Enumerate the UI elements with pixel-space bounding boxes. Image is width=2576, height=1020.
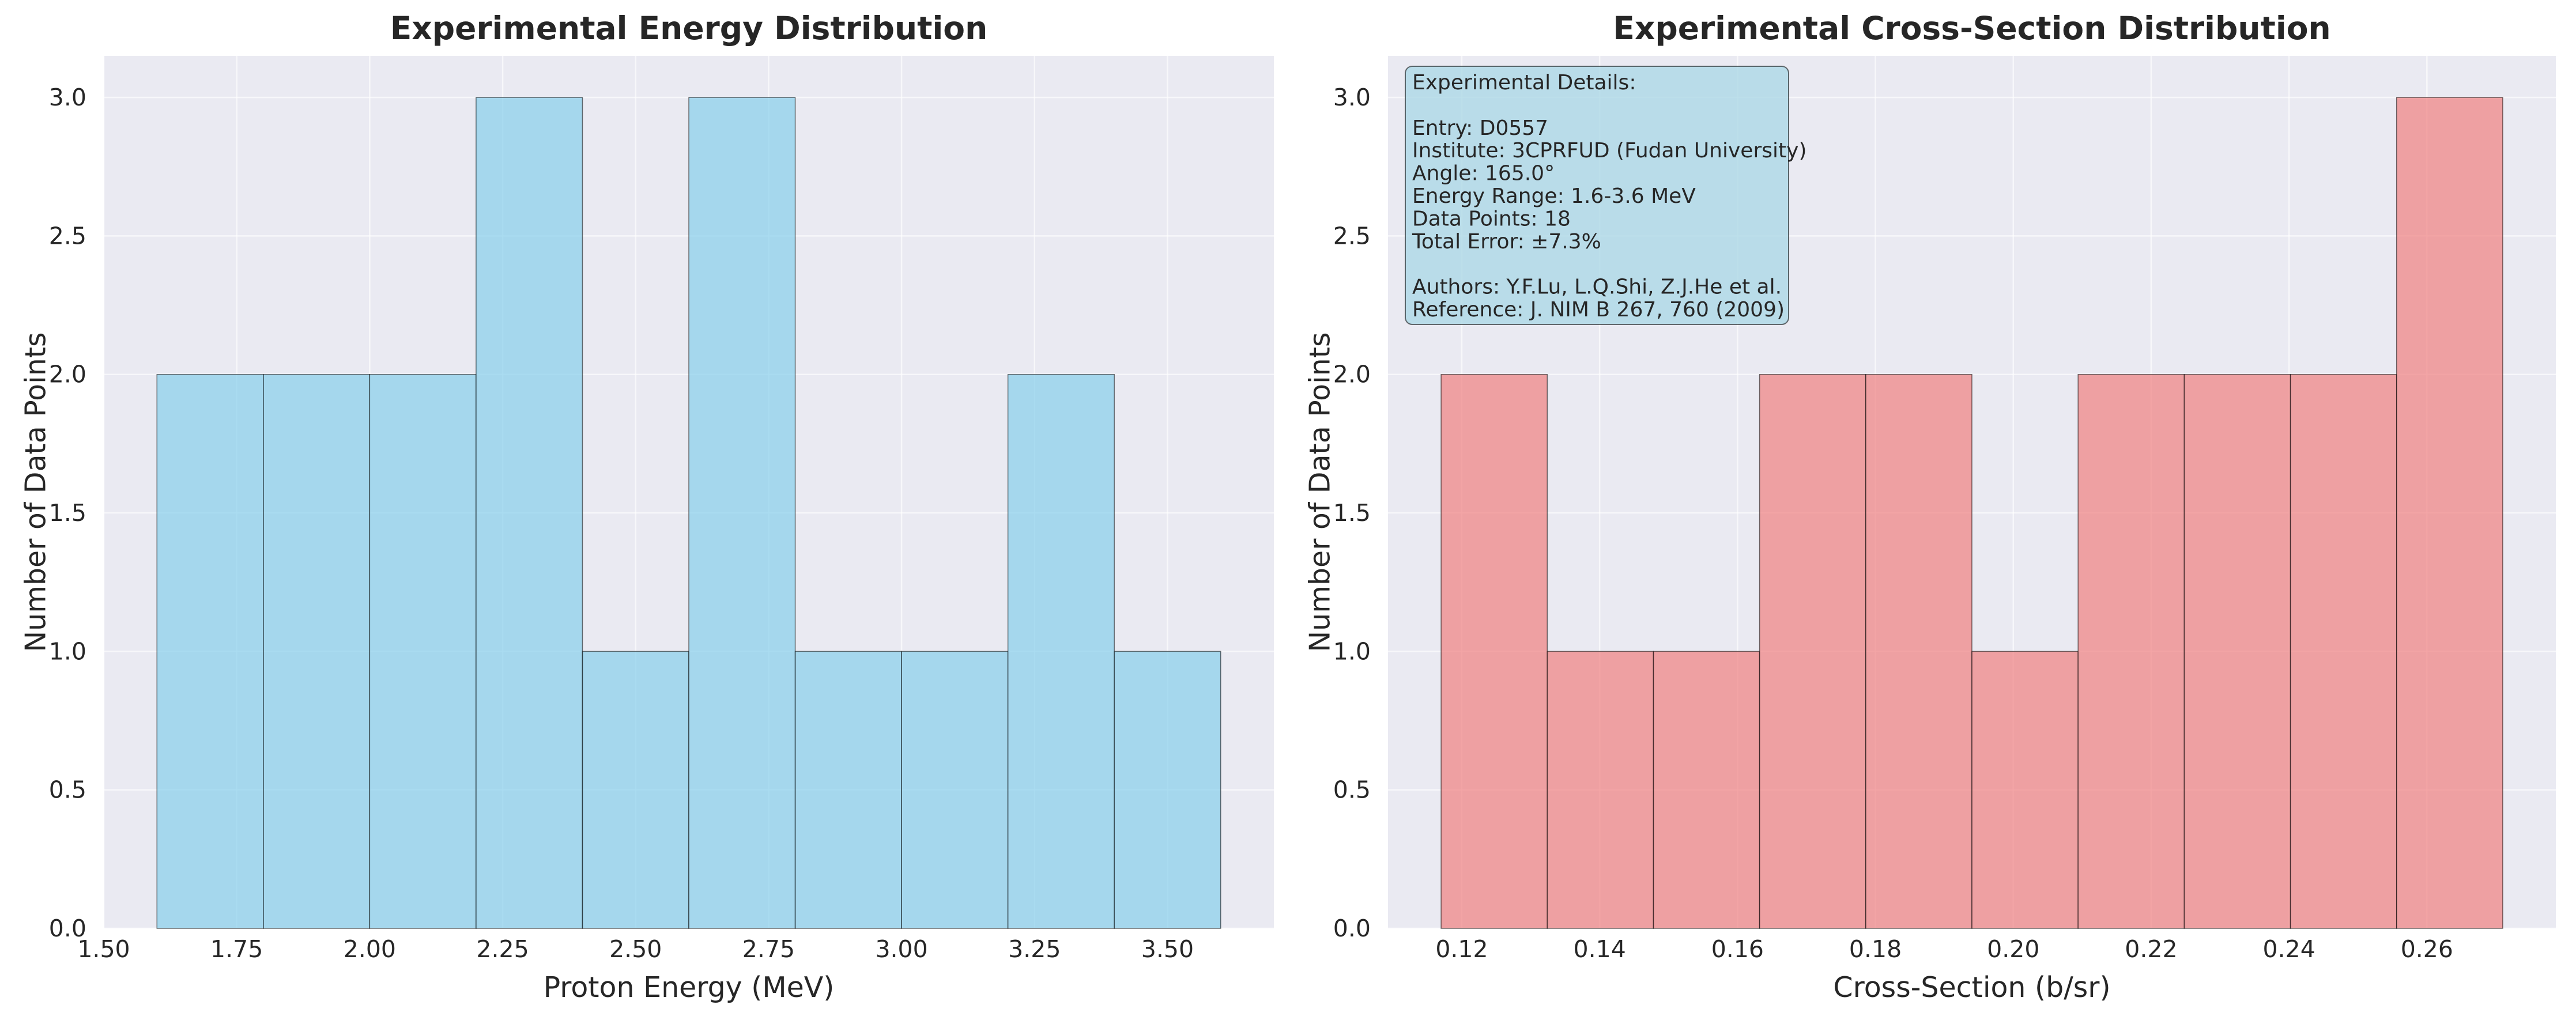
energy-bar <box>582 651 689 929</box>
experimental-details-box-background <box>1405 66 1789 325</box>
energy-y-axis-label: Number of Data Points <box>20 333 52 652</box>
experimental-details-line: Reference: J. NIM B 267, 760 (2009) <box>1412 298 1785 322</box>
energy-x-tick-label: 2.00 <box>344 935 396 963</box>
cross-section-bar <box>1865 373 1972 929</box>
cross-section-x-tick-label: 0.18 <box>1849 935 1902 963</box>
cross-section-x-tick-label: 0.16 <box>1711 935 1764 963</box>
energy-x-tick-label: 1.50 <box>77 935 130 963</box>
energy-y-tick-label: 2.5 <box>49 222 86 250</box>
experimental-details-line: Institute: 3CPRFUD (Fudan University) <box>1412 139 1806 163</box>
cross-section-x-tick-label: 0.22 <box>2125 935 2177 963</box>
energy-bar <box>1114 651 1221 929</box>
cross-section-y-tick-label: 1.5 <box>1333 499 1371 527</box>
experimental-details-box: Experimental Details: Entry: D0557Institu… <box>1405 66 1806 325</box>
experimental-details-text: Experimental Details: Entry: D0557Institu… <box>1412 71 1806 322</box>
energy-chart-title: Experimental Energy Distribution <box>390 10 988 47</box>
cross-section-x-tick-label: 0.14 <box>1574 935 1626 963</box>
energy-y-tick-label: 0.5 <box>49 776 86 804</box>
energy-bar <box>156 373 264 929</box>
energy-y-ticks: 0.0 0.5 1.0 1.5 2.0 2.5 3.0 <box>49 84 86 942</box>
experimental-details-line: Entry: D0557 <box>1412 116 1548 140</box>
experimental-details-line: Angle: 165.0° <box>1412 162 1555 186</box>
cross-section-histogram-panel: 0.12 0.14 0.16 0.18 0.20 0.22 0.24 0.26 0.0 0.5 1… <box>1304 10 2556 1004</box>
cross-section-bar <box>1547 651 1654 929</box>
experimental-details-line: Experimental Details: <box>1412 71 1636 95</box>
cross-section-bar <box>2183 373 2291 929</box>
energy-bar <box>263 373 371 929</box>
energy-histogram-panel: 1.50 1.75 2.00 2.25 2.50 2.75 3.00 3.25 3.50 0.0… <box>20 10 1274 1004</box>
energy-x-tick-label: 3.50 <box>1141 935 1194 963</box>
experimental-details-line: Total Error: ±7.3% <box>1412 230 1601 254</box>
energy-bar <box>1007 373 1115 929</box>
energy-x-tick-label: 3.25 <box>1008 935 1061 963</box>
cross-section-bar <box>2290 373 2397 929</box>
experimental-details-line: Data Points: 18 <box>1412 207 1571 231</box>
energy-bar <box>688 97 796 929</box>
cross-section-x-ticks: 0.12 0.14 0.16 0.18 0.20 0.22 0.24 0.26 <box>1435 935 2453 963</box>
energy-x-tick-label: 2.50 <box>609 935 662 963</box>
energy-bar <box>794 651 902 929</box>
cross-section-y-tick-label: 2.5 <box>1333 222 1371 250</box>
energy-y-tick-label: 1.0 <box>49 637 86 665</box>
energy-x-tick-label: 3.00 <box>875 935 927 963</box>
cross-section-x-axis-label: Cross-Section (b/sr) <box>1833 971 2110 1004</box>
cross-section-y-tick-label: 0.0 <box>1333 915 1371 942</box>
cross-section-y-tick-label: 3.0 <box>1333 84 1371 111</box>
cross-section-bars <box>1440 97 2503 929</box>
energy-x-tick-label: 2.25 <box>476 935 529 963</box>
energy-y-tick-label: 0.0 <box>49 915 86 942</box>
energy-x-tick-label: 2.75 <box>742 935 795 963</box>
energy-bar <box>369 373 477 929</box>
cross-section-y-tick-label: 2.0 <box>1333 361 1371 388</box>
energy-x-ticks: 1.50 1.75 2.00 2.25 2.50 2.75 3.00 3.25 3.50 <box>77 935 1194 963</box>
energy-bar <box>901 651 1009 929</box>
cross-section-bar <box>1653 651 1760 929</box>
cross-section-y-ticks: 0.0 0.5 1.0 1.5 2.0 2.5 3.0 <box>1333 84 1371 942</box>
experimental-details-line: Energy Range: 1.6-3.6 MeV <box>1412 184 1696 208</box>
energy-bar <box>476 97 583 929</box>
experimental-details-line: Authors: Y.F.Lu, L.Q.Shi, Z.J.He et al. <box>1412 275 1782 299</box>
energy-bars <box>156 97 1221 929</box>
cross-section-bar <box>1440 373 1548 929</box>
energy-y-tick-label: 3.0 <box>49 84 86 111</box>
energy-y-tick-label: 1.5 <box>49 499 86 527</box>
energy-y-tick-label: 2.0 <box>49 361 86 388</box>
cross-section-bar <box>2077 373 2185 929</box>
cross-section-y-tick-label: 1.0 <box>1333 637 1371 665</box>
cross-section-bar <box>2396 97 2503 929</box>
cross-section-bar <box>1971 651 2079 929</box>
energy-x-axis-label: Proton Energy (MeV) <box>544 971 835 1004</box>
cross-section-y-tick-label: 0.5 <box>1333 776 1371 804</box>
cross-section-x-tick-label: 0.26 <box>2401 935 2453 963</box>
cross-section-y-axis-label: Number of Data Points <box>1304 333 1337 652</box>
cross-section-x-tick-label: 0.24 <box>2263 935 2315 963</box>
energy-x-tick-label: 1.75 <box>210 935 263 963</box>
cross-section-x-tick-label: 0.20 <box>1987 935 2039 963</box>
cross-section-x-tick-label: 0.12 <box>1435 935 1488 963</box>
cross-section-chart-title: Experimental Cross-Section Distribution <box>1613 10 2330 47</box>
cross-section-bar <box>1759 373 1866 929</box>
